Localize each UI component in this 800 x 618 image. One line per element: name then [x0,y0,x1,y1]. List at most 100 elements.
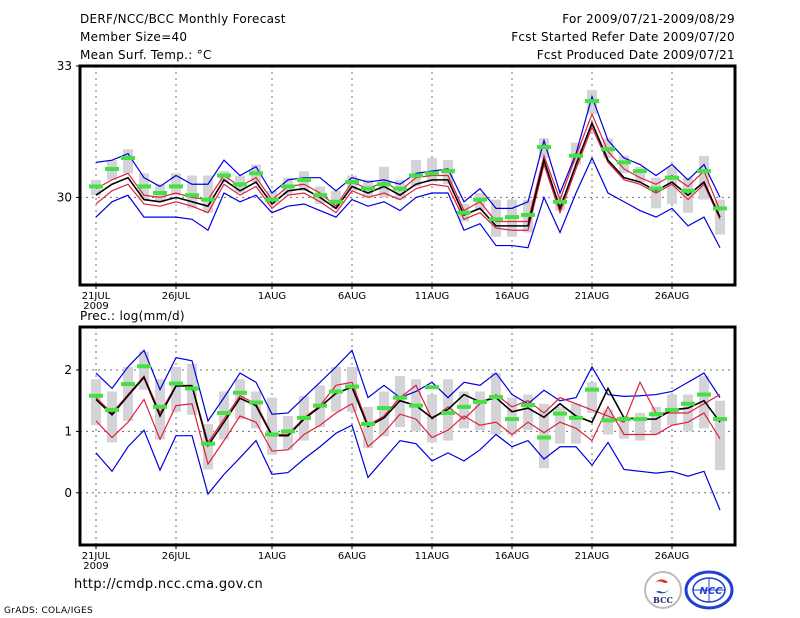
ensemble-mean-line [95,375,721,448]
observation-marker [169,381,183,386]
observation-marker [521,402,535,407]
observation-marker [441,410,455,415]
spread-box [219,391,229,440]
observation-marker [649,412,663,417]
observation-marker [313,193,327,198]
x-tick-label: 11AUG [415,291,450,302]
x-tick-label: 6AUG [338,291,366,302]
observation-marker [185,193,199,198]
observation-marker [505,417,519,422]
observation-marker [393,186,407,191]
observation-marker [201,441,215,446]
observation-marker [345,384,359,389]
spread-box [187,175,197,209]
observation-marker [617,417,631,422]
spread-box [715,400,725,471]
observation-marker [217,173,231,178]
precipitation-panel: 0 1 2 21JUL 26JUL 1AUG 6AUG 11AUG 16AUG 21AUG 26AU… [64,325,737,572]
spread-box [635,166,645,183]
spread-lower-line [95,398,721,466]
spread-box [171,366,181,412]
observation-marker [281,429,295,434]
spread-box [667,166,677,204]
spread-box [251,391,261,429]
x-tick-label: 21AUG [575,551,610,562]
fcst-produced-date: Fcst Produced Date 2009/07/21 [536,48,735,62]
observation-marker [217,410,231,415]
spread-box [507,397,517,435]
spread-box [699,376,709,429]
spread-box [91,379,101,426]
y-tick-label: 2 [64,363,72,377]
footer-url[interactable]: http://cmdp.ncc.cma.gov.cn [74,577,264,592]
observation-marker [633,417,647,422]
observation-marker [553,411,567,416]
observation-marker [553,199,567,204]
spread-box [267,190,277,204]
observation-marker [601,147,615,152]
precipitation-variable-label: Prec.: log(mm/d) [80,309,185,323]
spread-box [139,351,149,390]
grads-credit: GrADS: COLA/IGES [4,606,93,616]
observation-marker [665,175,679,180]
fcst-started-date: Fcst Started Refer Date 2009/07/20 [511,30,735,44]
observation-marker [697,169,711,174]
observation-marker [361,422,375,427]
observation-marker [265,432,279,437]
bcc-logo-text: BCC [653,595,673,605]
x-tick-label: 1AUG [258,291,286,302]
observation-marker [153,404,167,409]
x-tick-label: 21JUL [82,551,111,562]
temperature-variable-label: Mean Surf. Temp.: °C [80,48,212,62]
x-tick-label: 6AUG [338,551,366,562]
observation-marker [569,153,583,158]
spread-upper-line [95,112,721,223]
spread-box [619,416,629,439]
observation-marker [409,173,423,178]
observation-marker [105,407,119,412]
observation-marker [457,404,471,409]
x-tick-label: 16AUG [495,551,530,562]
observation-marker [521,212,535,217]
observation-marker [249,171,263,176]
ncc-logo-text: NCC [699,586,723,597]
spread-box [107,391,117,443]
observation-marker [393,395,407,400]
observation-marker [537,145,551,150]
observation-marker [137,184,151,189]
observation-marker [585,99,599,104]
y-tick-label: 1 [64,424,72,438]
plot-frame [78,64,737,287]
spread-box [699,155,709,200]
observation-marker [601,418,615,423]
spread-box [203,175,213,213]
observation-marker [665,407,679,412]
x-tick-label: 1AUG [258,551,286,562]
spread-box [347,366,357,412]
x-tick-label: 21AUG [575,291,610,302]
x-tick-label: 26AUG [655,551,690,562]
observation-marker [201,197,215,202]
spread-box [635,412,645,441]
forecast-period: For 2009/07/21-2009/08/29 [562,12,735,26]
observation-marker [361,186,375,191]
spread-box [555,406,565,444]
observation-marker [89,184,103,189]
x-tick-label: 11AUG [415,551,450,562]
observation-marker [537,435,551,440]
observation-marker [297,177,311,182]
observation-marker [425,171,439,176]
spread-box [427,157,437,183]
observation-marker [169,184,183,189]
spread-box [459,391,469,429]
spread-box [571,403,581,444]
observation-marker [153,191,167,196]
ensemble-max-line [95,349,721,423]
observation-marker [281,184,295,189]
spread-box [331,190,341,209]
observation-marker [713,417,727,422]
plot-frame [78,325,737,547]
spread-box [171,173,181,196]
observation-marker [489,217,503,222]
